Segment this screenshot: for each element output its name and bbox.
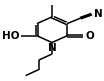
- Text: HO: HO: [1, 31, 19, 41]
- Text: N: N: [48, 43, 56, 53]
- Text: O: O: [85, 31, 94, 41]
- Text: N: N: [94, 9, 103, 19]
